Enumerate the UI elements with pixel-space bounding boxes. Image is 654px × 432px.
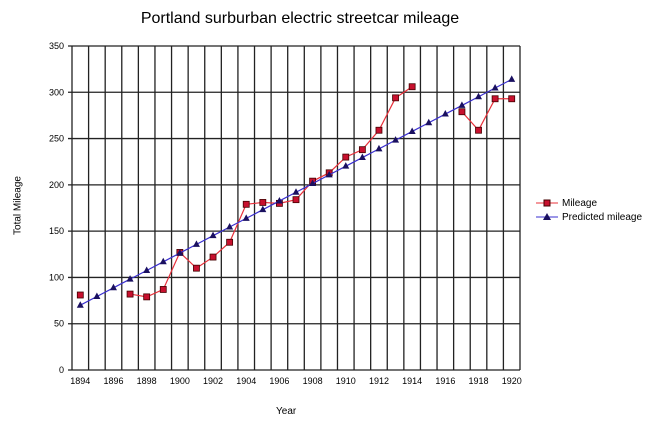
y-tick-label: 350 <box>49 41 64 51</box>
mileage-point <box>342 153 350 161</box>
mileage-point <box>259 199 267 206</box>
x-tick-label: 1894 <box>70 376 90 386</box>
predicted-point <box>325 170 333 178</box>
predicted-point <box>458 101 466 108</box>
y-tick-label: 150 <box>49 226 64 236</box>
y-tick-label: 200 <box>49 180 64 190</box>
predicted-point <box>226 222 234 230</box>
predicted-point <box>358 153 366 161</box>
x-tick-label: 1900 <box>170 376 190 386</box>
mileage-point <box>458 108 466 116</box>
mileage-point <box>126 290 134 298</box>
predicted-point <box>425 118 433 126</box>
predicted-point <box>176 249 184 256</box>
mileage-point <box>193 264 200 272</box>
predicted-point <box>159 257 167 265</box>
predicted-point <box>275 196 283 204</box>
mileage-point <box>475 126 482 134</box>
predicted-point <box>375 144 383 152</box>
predicted-point <box>392 136 400 143</box>
predicted-point <box>93 292 101 299</box>
predicted-point <box>192 240 200 247</box>
predicted-point <box>143 266 151 273</box>
series-line-0 <box>461 98 512 132</box>
mileage-point <box>508 95 516 103</box>
x-axis-label: Year <box>276 406 297 417</box>
y-tick-label: 100 <box>49 272 64 282</box>
legend-label: Mileage <box>562 197 598 209</box>
predicted-point <box>209 231 217 239</box>
x-tick-label: 1906 <box>269 376 289 386</box>
x-tick-label: 1898 <box>137 376 157 386</box>
y-tick-label: 50 <box>54 319 64 329</box>
predicted-point <box>408 127 416 134</box>
legend-marker-square-icon <box>536 199 558 207</box>
y-tick-label: 250 <box>49 134 64 144</box>
x-tick-label: 1904 <box>236 376 256 386</box>
mileage-point <box>76 291 84 299</box>
predicted-point <box>491 84 499 91</box>
predicted-point <box>441 110 449 117</box>
x-tick-label: 1920 <box>502 376 522 386</box>
mileage-point <box>491 95 499 103</box>
predicted-point <box>242 214 250 221</box>
legend-item-predicted: Predicted mileage <box>536 210 642 224</box>
x-tick-label: 1910 <box>336 376 356 386</box>
predicted-point <box>309 179 317 187</box>
y-tick-label: 300 <box>49 87 64 97</box>
legend: Mileage Predicted mileage <box>536 196 642 224</box>
predicted-point <box>126 275 134 282</box>
predicted-point <box>475 92 483 100</box>
x-tick-label: 1902 <box>203 376 223 386</box>
predicted-point <box>76 301 84 308</box>
mileage-point <box>292 196 300 204</box>
legend-label: Predicted mileage <box>562 211 643 223</box>
x-tick-label: 1918 <box>469 376 489 386</box>
x-tick-label: 1916 <box>435 376 455 386</box>
predicted-point <box>109 283 117 291</box>
mileage-point <box>375 126 383 134</box>
chart-title: Portland surburban electric streetcar mi… <box>140 10 460 27</box>
predicted-point <box>342 162 350 169</box>
mileage-point <box>242 200 250 208</box>
x-tick-label: 1914 <box>402 376 422 386</box>
x-tick-label: 1912 <box>369 376 389 386</box>
mileage-point <box>143 293 151 301</box>
predicted-point <box>259 205 267 213</box>
x-tick-label: 1908 <box>303 376 323 386</box>
mileage-point <box>358 146 366 154</box>
mileage-point <box>159 286 167 293</box>
mileage-point <box>392 94 399 102</box>
predicted-point <box>292 188 300 195</box>
y-tick-label: 0 <box>59 365 64 375</box>
mileage-point <box>408 83 416 91</box>
legend-item-mileage: Mileage <box>536 196 642 210</box>
predicted-point <box>508 75 516 82</box>
mileage-point <box>209 253 217 261</box>
x-tick-label: 1896 <box>103 376 123 386</box>
legend-marker-triangle-icon <box>536 213 558 220</box>
mileage-point <box>226 238 234 246</box>
